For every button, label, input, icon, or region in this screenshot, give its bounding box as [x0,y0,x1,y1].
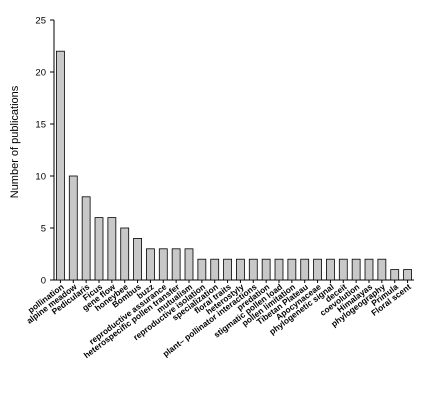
y-tick-label: 5 [41,224,46,235]
bar [120,227,130,281]
bars [56,50,412,281]
bar [364,258,374,281]
bar [197,258,207,281]
bar [313,258,322,281]
y-axis-title: Number of publications [9,85,21,198]
y-tick-label: 20 [35,68,46,79]
bar [390,269,400,281]
bar [94,217,104,281]
bar [377,258,387,281]
bar [351,258,361,281]
bar [210,258,220,281]
bar [287,258,297,281]
y-tick-label: 25 [35,16,46,27]
bar [274,258,284,281]
y-ticks: 0 5 10 15 20 25 [35,16,54,287]
y-tick-label: 15 [35,120,46,131]
bar [133,237,142,281]
bar [146,248,155,281]
bar [171,248,181,281]
bar [107,217,117,281]
bar [236,258,245,281]
bar [403,269,412,281]
bar [223,258,232,281]
bar [261,258,271,281]
y-tick-label: 10 [35,172,46,183]
bar [158,248,168,281]
bar [300,258,310,281]
bar [56,50,65,281]
bar [68,175,78,281]
bar [184,248,194,281]
y-tick-label: 0 [41,276,46,287]
bar [81,196,91,281]
bar [338,258,348,281]
bar [248,258,258,281]
bar [326,258,335,281]
